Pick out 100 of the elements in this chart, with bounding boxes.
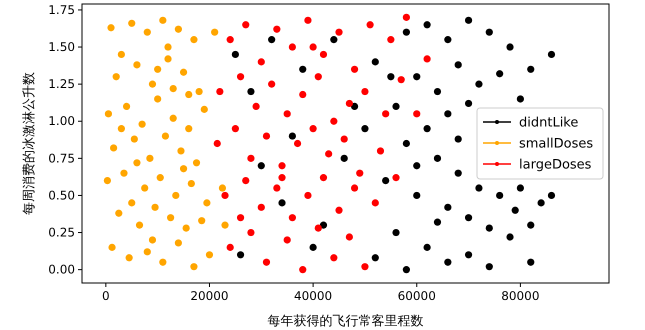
y-tick-label: 1.00 bbox=[48, 114, 75, 128]
x-tick-label: 40000 bbox=[294, 289, 332, 303]
point bbox=[226, 36, 234, 44]
point bbox=[236, 73, 244, 80]
legend-label: didntLike bbox=[519, 116, 578, 130]
point bbox=[320, 50, 328, 58]
point bbox=[177, 147, 185, 155]
point bbox=[218, 184, 226, 192]
point bbox=[335, 28, 343, 36]
point bbox=[310, 43, 317, 51]
point bbox=[185, 90, 192, 98]
point bbox=[294, 140, 302, 148]
point bbox=[192, 159, 200, 166]
point bbox=[402, 14, 410, 21]
point bbox=[144, 248, 151, 256]
point bbox=[108, 244, 116, 251]
point bbox=[382, 110, 390, 118]
point bbox=[128, 20, 136, 27]
point bbox=[190, 36, 198, 44]
point bbox=[133, 61, 141, 68]
point bbox=[376, 147, 384, 155]
y-tick-label: 0.00 bbox=[48, 262, 75, 277]
point bbox=[104, 110, 112, 118]
point bbox=[366, 21, 374, 28]
point bbox=[242, 177, 250, 184]
point bbox=[304, 192, 312, 200]
point bbox=[167, 214, 174, 222]
point bbox=[372, 199, 379, 206]
point bbox=[112, 73, 120, 80]
point bbox=[273, 26, 280, 33]
point bbox=[107, 24, 115, 32]
point bbox=[350, 66, 358, 73]
point bbox=[413, 110, 420, 118]
point bbox=[350, 184, 358, 192]
point bbox=[138, 120, 146, 128]
point bbox=[304, 16, 312, 24]
point bbox=[278, 162, 286, 170]
point bbox=[387, 36, 394, 44]
point bbox=[346, 100, 353, 108]
point bbox=[164, 43, 172, 51]
point bbox=[273, 184, 280, 192]
point bbox=[198, 217, 206, 224]
x-tick-label: 20000 bbox=[190, 289, 229, 303]
y-tick-label: 1.25 bbox=[48, 77, 75, 92]
point bbox=[314, 224, 322, 232]
point bbox=[242, 21, 250, 28]
point bbox=[361, 88, 369, 96]
point bbox=[335, 206, 343, 214]
point bbox=[182, 224, 190, 232]
point bbox=[398, 76, 405, 84]
point bbox=[226, 244, 234, 251]
x-tick-label: 0 bbox=[102, 289, 110, 303]
point bbox=[361, 263, 369, 270]
point bbox=[180, 68, 188, 76]
point bbox=[330, 254, 338, 262]
point bbox=[130, 135, 138, 143]
point bbox=[156, 174, 164, 182]
legend-label: smallDoses bbox=[519, 136, 594, 152]
point bbox=[262, 132, 270, 140]
point bbox=[133, 159, 141, 166]
point bbox=[221, 192, 229, 200]
point bbox=[392, 174, 400, 182]
point bbox=[196, 88, 203, 96]
point bbox=[136, 222, 144, 229]
point bbox=[110, 144, 118, 152]
point bbox=[120, 170, 128, 177]
point bbox=[203, 199, 210, 206]
point bbox=[320, 174, 328, 182]
point bbox=[148, 80, 156, 88]
y-tick-label: 1.75 bbox=[48, 2, 75, 17]
point bbox=[247, 154, 255, 162]
point bbox=[172, 192, 180, 200]
point bbox=[258, 204, 265, 211]
point bbox=[118, 125, 125, 132]
point bbox=[288, 43, 296, 51]
point bbox=[170, 114, 177, 122]
point bbox=[104, 177, 111, 184]
point bbox=[268, 80, 276, 88]
point bbox=[214, 140, 221, 148]
y-tick-label: 0.50 bbox=[48, 188, 75, 202]
legend-label: largeDoses bbox=[519, 158, 592, 172]
point bbox=[299, 90, 306, 98]
point bbox=[252, 102, 260, 110]
point bbox=[174, 239, 182, 247]
point bbox=[115, 210, 122, 217]
y-tick-label: 0.25 bbox=[48, 226, 75, 240]
point bbox=[154, 95, 162, 103]
point bbox=[288, 214, 296, 222]
point bbox=[284, 236, 291, 244]
point bbox=[325, 150, 332, 158]
point bbox=[278, 174, 286, 182]
point bbox=[148, 236, 156, 244]
point bbox=[340, 135, 348, 143]
point bbox=[162, 132, 170, 140]
point bbox=[356, 170, 364, 177]
point bbox=[118, 50, 125, 58]
point bbox=[330, 118, 338, 125]
point bbox=[151, 204, 159, 211]
x-axis-title: 每年获得的飞行常客里程数 bbox=[268, 313, 424, 329]
point bbox=[174, 26, 182, 33]
